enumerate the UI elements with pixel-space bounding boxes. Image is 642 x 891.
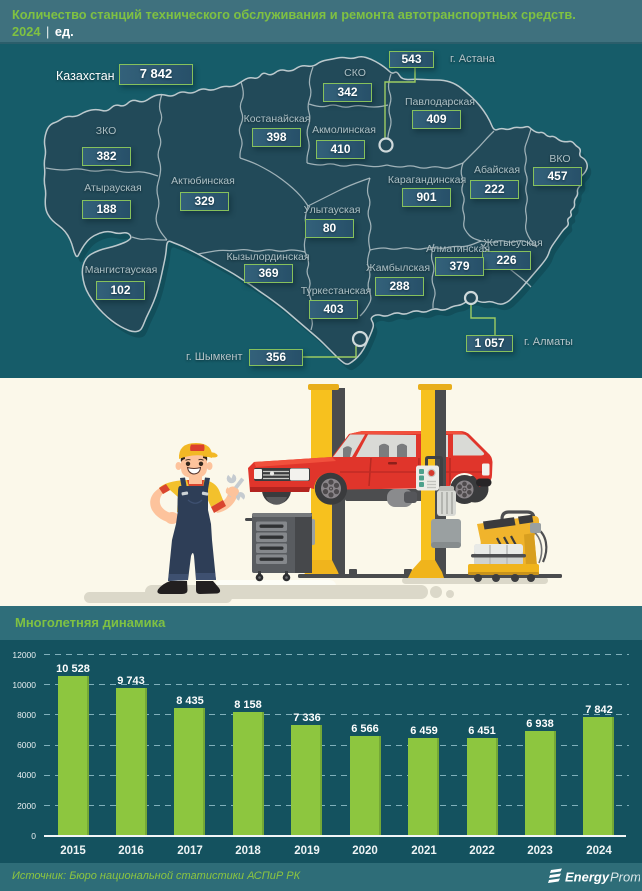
svg-text:Energy: Energy xyxy=(565,870,610,885)
svg-text:Prom: Prom xyxy=(610,870,640,885)
